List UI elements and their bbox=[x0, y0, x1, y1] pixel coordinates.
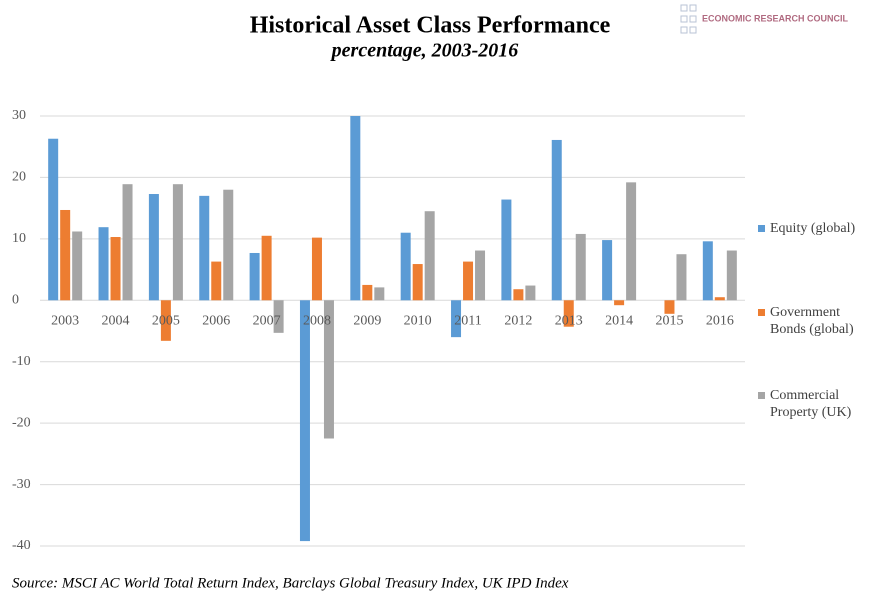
x-tick-label: 2003 bbox=[51, 314, 79, 329]
bar bbox=[72, 231, 83, 301]
chart-subtitle: percentage, 2003-2016 bbox=[330, 40, 519, 62]
bar bbox=[702, 241, 713, 301]
bar bbox=[525, 285, 536, 301]
bar bbox=[211, 261, 222, 301]
legend-label: Commercial Property (UK) bbox=[758, 387, 870, 421]
bar bbox=[563, 300, 574, 327]
bar bbox=[664, 300, 675, 314]
x-tick-label: 2012 bbox=[504, 314, 532, 329]
x-tick-label: 2011 bbox=[454, 314, 481, 329]
bar bbox=[323, 300, 334, 439]
bar bbox=[575, 233, 586, 301]
logo-text: ECONOMIC RESEARCH COUNCIL bbox=[702, 13, 849, 23]
bar bbox=[223, 189, 234, 301]
y-tick-label: -30 bbox=[12, 477, 31, 492]
legend-swatch bbox=[758, 309, 765, 316]
x-tick-label: 2004 bbox=[102, 314, 130, 329]
x-tick-label: 2010 bbox=[404, 314, 432, 329]
bar bbox=[249, 252, 260, 301]
y-tick-label: -40 bbox=[12, 538, 31, 553]
bar bbox=[98, 227, 109, 301]
bar bbox=[551, 139, 562, 301]
logo-grid bbox=[680, 4, 697, 34]
legend-swatch bbox=[758, 225, 765, 232]
bar bbox=[148, 194, 159, 301]
x-tick-label: 2005 bbox=[152, 314, 180, 329]
x-tick-label: 2013 bbox=[555, 314, 583, 329]
bar bbox=[350, 116, 361, 301]
bar bbox=[714, 297, 725, 301]
bar bbox=[48, 138, 59, 301]
chart-title: Historical Asset Class Performance bbox=[250, 13, 611, 39]
bar bbox=[110, 237, 121, 301]
bar bbox=[412, 264, 423, 301]
legend-swatch bbox=[758, 392, 765, 399]
bar bbox=[463, 261, 474, 301]
bar bbox=[60, 209, 71, 301]
legend-label: Equity (global) bbox=[758, 220, 870, 237]
bar bbox=[501, 199, 512, 301]
x-tick-label: 2016 bbox=[706, 314, 734, 329]
bar bbox=[261, 235, 272, 301]
bar bbox=[311, 237, 322, 301]
bar bbox=[160, 300, 171, 341]
bar bbox=[424, 211, 435, 301]
bar bbox=[475, 250, 486, 301]
y-tick-label: -20 bbox=[12, 415, 31, 430]
bar bbox=[451, 300, 462, 338]
y-tick-label: 10 bbox=[12, 231, 26, 246]
bar bbox=[299, 300, 310, 542]
x-tick-label: 2008 bbox=[303, 314, 331, 329]
x-tick-label: 2015 bbox=[655, 314, 683, 329]
x-tick-label: 2006 bbox=[202, 314, 230, 329]
bar bbox=[374, 287, 385, 301]
bar bbox=[513, 289, 524, 301]
bar bbox=[199, 195, 210, 301]
source-note: Source: MSCI AC World Total Return Index… bbox=[12, 575, 569, 591]
y-tick-label: 0 bbox=[12, 293, 19, 308]
bar bbox=[676, 254, 687, 301]
bar bbox=[614, 300, 625, 306]
x-tick-label: 2014 bbox=[605, 314, 633, 329]
y-tick-label: 20 bbox=[12, 170, 26, 185]
bar bbox=[726, 250, 737, 301]
y-tick-label: -10 bbox=[12, 354, 31, 369]
x-tick-label: 2007 bbox=[253, 314, 281, 329]
bar bbox=[400, 232, 411, 301]
x-tick-label: 2009 bbox=[353, 314, 381, 329]
bar bbox=[362, 284, 373, 301]
bar bbox=[602, 240, 613, 301]
bar bbox=[273, 300, 284, 333]
bar bbox=[626, 182, 637, 301]
bar bbox=[122, 184, 133, 301]
bar bbox=[172, 184, 183, 301]
legend-label: Government Bonds (global) bbox=[758, 304, 870, 338]
y-tick-label: 30 bbox=[12, 108, 26, 123]
